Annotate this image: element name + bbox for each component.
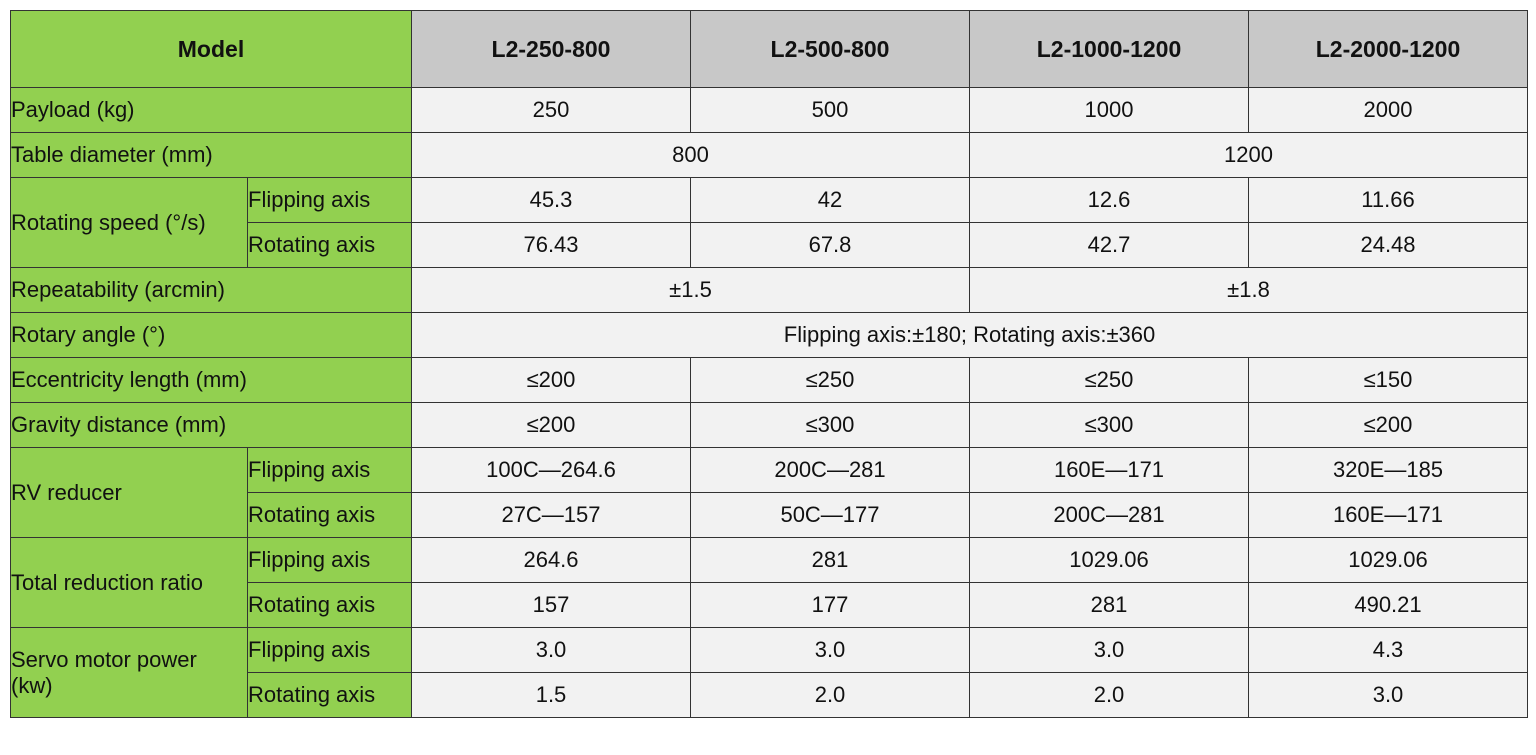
table-cell: Flipping axis:±180; Rotating axis:±360	[411, 312, 1528, 358]
spec-table: Model L2-250-800 L2-500-800 L2-1000-1200…	[10, 10, 1528, 718]
table-cell: 3.0	[690, 627, 970, 673]
payload-label: Payload (kg)	[10, 87, 412, 133]
model-column-header: L2-1000-1200	[969, 10, 1249, 88]
flipping-axis-label: Flipping axis	[247, 537, 412, 583]
servo-power-label-line1: Servo motor power	[11, 646, 197, 672]
table-cell: 1.5	[411, 672, 691, 718]
gravity-row: Gravity distance (mm) ≤200 ≤300 ≤300 ≤20…	[10, 402, 1528, 448]
table-cell: 157	[411, 582, 691, 628]
table-cell: ≤250	[969, 357, 1249, 403]
table-cell: 1029.06	[969, 537, 1249, 583]
table-cell: 2000	[1248, 87, 1528, 133]
eccentricity-label: Eccentricity length (mm)	[10, 357, 412, 403]
rv-reducer-flipping-row: RV reducer Flipping axis 100C—264.6 200C…	[10, 447, 1528, 538]
rv-reducer-rotating-row: Rotating axis 27C—157 50C—177 200C—281 1…	[11, 492, 1528, 538]
table-cell: 4.3	[1248, 627, 1528, 673]
table-cell: 160E—171	[969, 447, 1249, 493]
rotating-speed-label: Rotating speed (°/s)	[10, 177, 248, 268]
repeatability-label: Repeatability (arcmin)	[10, 267, 412, 313]
table-cell: 177	[690, 582, 970, 628]
header-row: Model L2-250-800 L2-500-800 L2-1000-1200…	[10, 10, 1528, 88]
rotary-angle-row: Rotary angle (°) Flipping axis:±180; Rot…	[10, 312, 1528, 358]
table-cell: 1200	[969, 132, 1528, 178]
table-cell: 24.48	[1248, 222, 1528, 268]
total-reduction-flipping-row: Total reduction ratio Flipping axis 264.…	[10, 537, 1528, 628]
table-cell: ≤200	[411, 357, 691, 403]
table-cell: 160E—171	[1248, 492, 1528, 538]
table-cell: 50C—177	[690, 492, 970, 538]
table-cell: 76.43	[411, 222, 691, 268]
table-cell: ≤300	[690, 402, 970, 448]
table-cell: ≤200	[411, 402, 691, 448]
table-cell: 200C—281	[969, 492, 1249, 538]
table-cell: 264.6	[411, 537, 691, 583]
table-cell: 320E—185	[1248, 447, 1528, 493]
spec-table-wrapper: Model L2-250-800 L2-500-800 L2-1000-1200…	[10, 10, 1528, 718]
flipping-axis-label: Flipping axis	[247, 177, 412, 223]
table-cell: 1000	[969, 87, 1249, 133]
payload-row: Payload (kg) 250 500 1000 2000	[10, 87, 1528, 133]
model-column-header: L2-250-800	[411, 10, 691, 88]
table-cell: ≤200	[1248, 402, 1528, 448]
rotating-speed-flipping-row: Rotating speed (°/s) Flipping axis 45.3 …	[10, 177, 1528, 268]
table-cell: 490.21	[1248, 582, 1528, 628]
table-cell: ≤250	[690, 357, 970, 403]
table-diameter-label: Table diameter (mm)	[10, 132, 412, 178]
table-cell: ≤300	[969, 402, 1249, 448]
total-reduction-label: Total reduction ratio	[10, 537, 248, 628]
table-cell: 42.7	[969, 222, 1249, 268]
servo-power-label-line2: (kw)	[11, 672, 53, 698]
table-cell: 27C—157	[411, 492, 691, 538]
rotating-axis-label: Rotating axis	[247, 222, 412, 268]
model-column-header: L2-2000-1200	[1248, 10, 1528, 88]
rotating-speed-rotating-row: Rotating axis 76.43 67.8 42.7 24.48	[11, 222, 1528, 268]
eccentricity-row: Eccentricity length (mm) ≤200 ≤250 ≤250 …	[10, 357, 1528, 403]
table-cell: 2.0	[690, 672, 970, 718]
table-cell: 2.0	[969, 672, 1249, 718]
table-cell: 250	[411, 87, 691, 133]
flipping-axis-label: Flipping axis	[247, 447, 412, 493]
table-cell: 3.0	[411, 627, 691, 673]
table-cell: ≤150	[1248, 357, 1528, 403]
table-cell: 800	[411, 132, 970, 178]
table-cell: 281	[690, 537, 970, 583]
rotating-axis-label: Rotating axis	[247, 672, 412, 718]
model-header: Model	[10, 10, 412, 88]
rv-reducer-label: RV reducer	[10, 447, 248, 538]
table-cell: 1029.06	[1248, 537, 1528, 583]
servo-power-flipping-row: Servo motor power (kw) Flipping axis 3.0…	[10, 627, 1528, 718]
table-cell: ±1.8	[969, 267, 1528, 313]
table-cell: 45.3	[411, 177, 691, 223]
table-cell: 11.66	[1248, 177, 1528, 223]
rotating-axis-label: Rotating axis	[247, 582, 412, 628]
table-cell: 100C—264.6	[411, 447, 691, 493]
repeatability-row: Repeatability (arcmin) ±1.5 ±1.8	[10, 267, 1528, 313]
gravity-label: Gravity distance (mm)	[10, 402, 412, 448]
table-cell: ±1.5	[411, 267, 970, 313]
model-column-header: L2-500-800	[690, 10, 970, 88]
table-cell: 12.6	[969, 177, 1249, 223]
table-diameter-row: Table diameter (mm) 800 1200	[10, 132, 1528, 178]
table-cell: 3.0	[969, 627, 1249, 673]
rotary-angle-label: Rotary angle (°)	[10, 312, 412, 358]
table-cell: 281	[969, 582, 1249, 628]
table-cell: 67.8	[690, 222, 970, 268]
rotating-axis-label: Rotating axis	[247, 492, 412, 538]
table-cell: 500	[690, 87, 970, 133]
table-cell: 42	[690, 177, 970, 223]
servo-power-rotating-row: Rotating axis 1.5 2.0 2.0 3.0	[11, 672, 1528, 718]
servo-power-label: Servo motor power (kw)	[10, 627, 248, 718]
table-cell: 200C—281	[690, 447, 970, 493]
table-cell: 3.0	[1248, 672, 1528, 718]
flipping-axis-label: Flipping axis	[247, 627, 412, 673]
